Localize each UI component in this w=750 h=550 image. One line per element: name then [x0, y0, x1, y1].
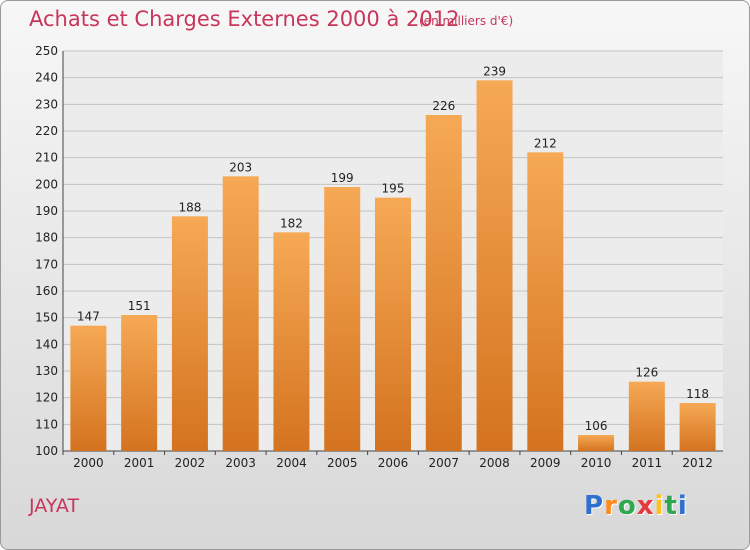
data-label: 147 [77, 310, 100, 324]
y-tick-label: 130 [35, 364, 58, 378]
logo-letter: i [677, 491, 688, 521]
x-tick-label: 2004 [276, 456, 307, 470]
bar [222, 176, 259, 452]
data-label: 203 [229, 160, 252, 174]
logo-letter: x [636, 491, 655, 521]
bar [121, 315, 158, 451]
y-tick-label: 110 [35, 417, 58, 431]
y-tick-label: 200 [35, 177, 58, 191]
data-label: 199 [331, 171, 354, 185]
y-tick-label: 190 [35, 204, 58, 218]
data-label: 126 [635, 366, 658, 380]
x-tick-label: 2012 [682, 456, 713, 470]
bar [527, 152, 564, 452]
logo-letter: P [584, 491, 605, 521]
bar [273, 232, 310, 451]
bar [628, 381, 665, 451]
y-tick-label: 220 [35, 124, 58, 138]
logo-letter: t [664, 491, 678, 521]
x-tick-label: 2011 [632, 456, 663, 470]
proxiti-logo: Proxiti [584, 491, 688, 521]
data-label: 226 [432, 99, 455, 113]
data-labels: 147 151 188 203 182 199 195 226 239 212 106 126 118 [77, 64, 709, 433]
data-label: 195 [382, 182, 405, 196]
x-tick-label: 2002 [175, 456, 206, 470]
bars [70, 80, 716, 452]
logo-letter: i [654, 491, 665, 521]
y-tick-label: 180 [35, 231, 58, 245]
axes: 100 110 120 130 140 150 160 170 180 190 200 210 220 2… [35, 44, 723, 470]
y-tick-label: 240 [35, 71, 58, 85]
y-tick-label: 170 [35, 257, 58, 271]
bar [679, 403, 716, 451]
logo-letter: r [604, 491, 618, 521]
data-label: 239 [483, 64, 506, 78]
x-tick-label: 2000 [73, 456, 104, 470]
data-label: 151 [128, 299, 151, 313]
data-label: 182 [280, 216, 303, 230]
bar [70, 325, 107, 451]
data-label: 188 [178, 200, 201, 214]
chart-title: Achats et Charges Externes 2000 à 2012 [29, 7, 460, 31]
x-tick-label: 2010 [581, 456, 612, 470]
y-tick-label: 120 [35, 391, 58, 405]
bar [375, 197, 411, 451]
bar [578, 435, 615, 451]
data-label: 106 [585, 419, 608, 433]
x-tick-label: 2005 [327, 456, 358, 470]
y-tick-label: 140 [35, 337, 58, 351]
y-tick-label: 100 [35, 444, 58, 458]
x-tick-label: 2008 [479, 456, 510, 470]
x-tick-label: 2009 [530, 456, 561, 470]
x-tick-label: 2006 [378, 456, 409, 470]
chart-unit: (en milliers d'€) [419, 14, 514, 28]
y-tick-label: 160 [35, 284, 58, 298]
y-tick-label: 150 [35, 311, 58, 325]
place-name: JAYAT [29, 495, 80, 517]
bar [476, 80, 513, 451]
y-tick-label: 250 [35, 44, 58, 58]
x-tick-label: 2001 [124, 456, 155, 470]
data-label: 212 [534, 136, 557, 150]
y-tick-label: 210 [35, 151, 58, 165]
x-tick-label: 2003 [225, 456, 256, 470]
logo-letter: o [617, 491, 637, 521]
data-label: 118 [686, 387, 709, 401]
bar [324, 187, 361, 451]
bar [171, 216, 208, 451]
bar [425, 115, 462, 451]
x-tick-label: 2007 [428, 456, 459, 470]
y-tick-label: 230 [35, 97, 58, 111]
